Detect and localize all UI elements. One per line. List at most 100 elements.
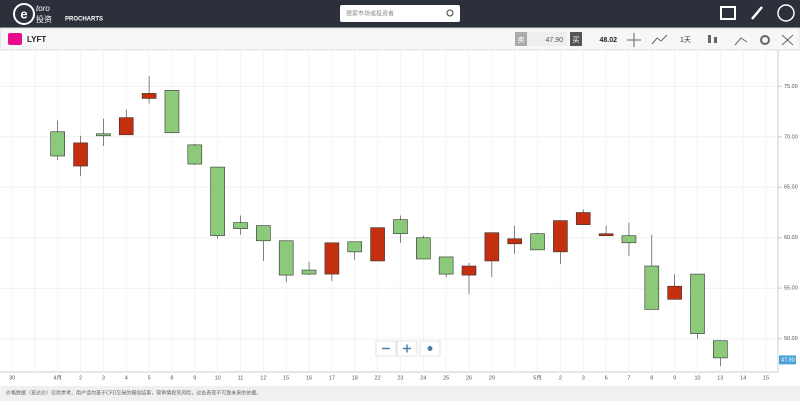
last-price-tag bbox=[779, 355, 796, 365]
x-tick-label: 2 bbox=[559, 375, 562, 381]
profile-icon[interactable] bbox=[777, 4, 795, 22]
footer bbox=[0, 386, 800, 401]
settings-icon[interactable] bbox=[760, 35, 770, 45]
search-placeholder: 搜索市场或投资者 bbox=[346, 10, 394, 18]
x-tick-label: 9 bbox=[193, 375, 196, 381]
candle-body bbox=[50, 131, 66, 157]
x-tick-label: 5月 bbox=[533, 374, 542, 381]
candle-body bbox=[301, 269, 317, 275]
candle-body bbox=[233, 222, 248, 229]
x-tick-label: 10 bbox=[694, 375, 700, 381]
x-tick-label: 8 bbox=[650, 375, 653, 381]
logo-sub: 投资 bbox=[36, 14, 52, 24]
share-icon bbox=[427, 346, 433, 351]
buy-price: 48.02 bbox=[599, 37, 617, 44]
candle-body bbox=[438, 256, 454, 275]
interval[interactable]: 1天 bbox=[680, 36, 691, 44]
candle-body bbox=[347, 241, 363, 253]
logo-mark[interactable] bbox=[13, 3, 35, 25]
x-tick-label: 3 bbox=[582, 375, 585, 381]
logo-e: e bbox=[20, 6, 27, 21]
symbol-logo bbox=[8, 33, 22, 45]
x-tick-label: 2 bbox=[79, 375, 82, 381]
x-tick-label: 15 bbox=[283, 375, 289, 381]
candle-body bbox=[370, 227, 385, 262]
candle-body bbox=[96, 133, 111, 137]
x-tick-label: 6 bbox=[605, 375, 608, 381]
x-tick-label: 26 bbox=[466, 375, 472, 381]
y-tick-label: 65.00 bbox=[784, 185, 798, 191]
logo: toro bbox=[36, 4, 50, 13]
candle-body bbox=[530, 233, 545, 251]
x-tick-label: 3 bbox=[102, 375, 105, 381]
y-tick-label: 50.00 bbox=[784, 336, 798, 342]
y-tick-label: 60.00 bbox=[784, 235, 798, 241]
x-tick-label: 7 bbox=[627, 375, 630, 381]
x-tick-label: 24 bbox=[420, 375, 426, 381]
x-tick-label: 11 bbox=[238, 375, 244, 381]
candle-body bbox=[187, 144, 203, 165]
x-tick-label: 30 bbox=[9, 375, 15, 381]
candle-body bbox=[621, 235, 637, 244]
x-tick-label: 23 bbox=[397, 375, 403, 381]
x-tick-label: 16 bbox=[306, 375, 312, 381]
candle-body bbox=[575, 212, 591, 225]
candle-body bbox=[461, 265, 477, 276]
search-icon[interactable] bbox=[446, 9, 454, 17]
candle-body bbox=[553, 220, 568, 253]
candle-body bbox=[141, 93, 157, 99]
x-tick-label: 9 bbox=[673, 375, 676, 381]
candle-body bbox=[210, 166, 225, 237]
candle-body bbox=[73, 142, 88, 167]
search-box[interactable] bbox=[340, 5, 460, 22]
sell-price: 47.90 bbox=[545, 37, 563, 44]
candle-body bbox=[256, 225, 271, 242]
candle-body bbox=[415, 237, 431, 260]
x-tick-label: 18 bbox=[352, 375, 358, 381]
candle-body bbox=[713, 340, 728, 359]
candle-body bbox=[667, 285, 682, 300]
product-name: PROCHARTS bbox=[65, 17, 103, 23]
trend-icon[interactable] bbox=[734, 37, 748, 46]
y-tick-label: 55.00 bbox=[784, 286, 798, 292]
layout-icon[interactable] bbox=[720, 6, 736, 20]
x-tick-label: 15 bbox=[763, 375, 769, 381]
x-tick-label: 4月 bbox=[53, 374, 62, 381]
x-tick-label: 14 bbox=[740, 375, 746, 381]
x-tick-label: 5 bbox=[148, 375, 151, 381]
sell-label: 卖 bbox=[518, 36, 525, 44]
x-tick-label: 13 bbox=[717, 375, 723, 381]
x-tick-label: 10 bbox=[215, 375, 221, 381]
y-tick-label: 70.00 bbox=[784, 134, 798, 140]
candle-body bbox=[690, 273, 705, 334]
x-tick-label: 12 bbox=[260, 375, 266, 381]
indicator-icon[interactable] bbox=[651, 34, 668, 45]
chart-type-icon[interactable] bbox=[714, 37, 717, 43]
candle-body bbox=[324, 242, 340, 275]
candle-body bbox=[484, 232, 500, 262]
x-tick-label: 25 bbox=[443, 375, 449, 381]
x-tick-label: 8 bbox=[170, 375, 173, 381]
y-tick-label: 75.00 bbox=[784, 84, 798, 90]
sell-button[interactable] bbox=[515, 32, 527, 46]
candle-body bbox=[118, 117, 134, 136]
candle-body bbox=[644, 265, 660, 310]
chart-type-icon[interactable] bbox=[708, 35, 711, 43]
buy-button[interactable] bbox=[570, 32, 582, 46]
sell-price-box[interactable] bbox=[527, 32, 567, 46]
draw-icon[interactable] bbox=[751, 6, 763, 20]
x-tick-label: 4 bbox=[125, 375, 128, 381]
x-tick-label: 29 bbox=[489, 375, 495, 381]
x-tick-label: 22 bbox=[375, 375, 381, 381]
x-tick-label: 17 bbox=[329, 375, 335, 381]
symbol: LYFT bbox=[27, 35, 46, 44]
disclaimer: 价格数据（直达价）仅供参考。用户请勿基于CFD交易的模拟结果，需审慎投资风险，过… bbox=[6, 389, 261, 396]
candle-body bbox=[598, 233, 614, 237]
candle-body bbox=[278, 240, 294, 276]
last-price-label: 47.90 bbox=[781, 357, 795, 363]
candle-body bbox=[507, 238, 523, 245]
fullscreen-icon[interactable] bbox=[781, 34, 794, 46]
